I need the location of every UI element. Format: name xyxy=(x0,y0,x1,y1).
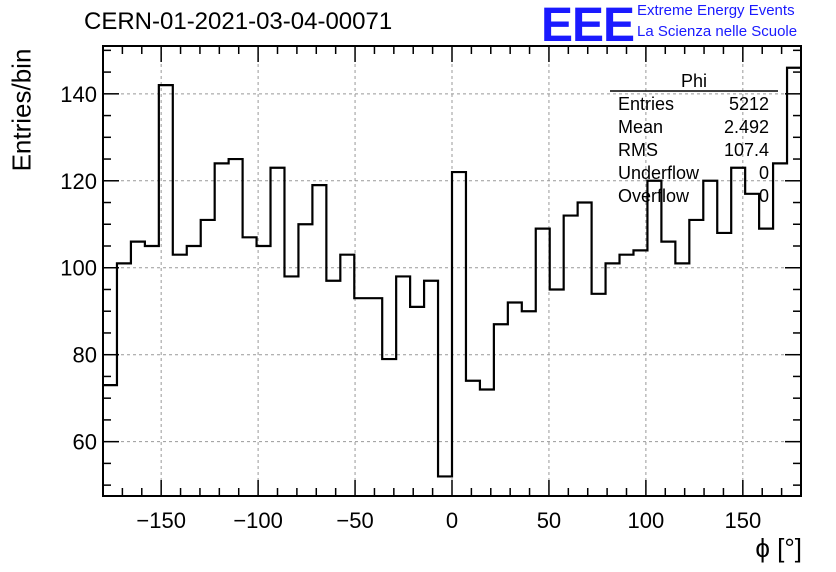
y-tick-label: 140 xyxy=(60,82,97,107)
x-tick-label: 100 xyxy=(628,508,665,533)
plot-frame xyxy=(102,45,802,497)
y-tick-label: 120 xyxy=(60,169,97,194)
x-tick-label: 50 xyxy=(537,508,561,533)
stats-label: Entries xyxy=(618,94,674,114)
chart-title: CERN-01-2021-03-04-00071 xyxy=(84,8,393,35)
x-axis-label: ϕ [°] xyxy=(755,533,802,563)
logo-line-1: Extreme Energy Events xyxy=(637,2,795,19)
eee-logo: EEE xyxy=(541,0,635,52)
y-tick-label: 80 xyxy=(73,343,97,368)
axis-ticks xyxy=(102,46,802,496)
stats-value: 0 xyxy=(759,163,769,183)
stats-value: 5212 xyxy=(729,94,769,114)
y-tick-label: 100 xyxy=(60,256,97,281)
stats-value: 107.4 xyxy=(724,140,769,160)
stats-label: RMS xyxy=(618,140,658,160)
y-axis-label: Entries/bin xyxy=(6,48,37,172)
x-tick-label: −100 xyxy=(233,508,283,533)
stats-title: Phi xyxy=(681,71,707,91)
x-tick-label: −50 xyxy=(336,508,373,533)
stats-rows: Entries 5212 Mean 2.492 RMS 107.4 Underflow 0 Ov… xyxy=(618,94,769,206)
x-tick-label: 150 xyxy=(724,508,761,533)
stats-label: Overflow xyxy=(618,186,690,206)
stats-value: 2.492 xyxy=(724,117,769,137)
stats-label: Mean xyxy=(618,117,663,137)
tick-labels: −150 −100 −50 0 50 100 150 60 80 100 120 140 xyxy=(60,82,761,533)
logo-line-2: La Scienza nelle Scuole xyxy=(637,23,798,40)
y-tick-label: 60 xyxy=(73,430,97,455)
x-tick-label: −150 xyxy=(136,508,186,533)
histogram-outline xyxy=(103,66,801,478)
x-tick-label: 0 xyxy=(446,508,458,533)
stats-value: 0 xyxy=(759,186,769,206)
stats-label: Underflow xyxy=(618,163,700,183)
stats-box: Phi Entries 5212 Mean 2.492 RMS 107.4 Underflo… xyxy=(610,71,778,206)
